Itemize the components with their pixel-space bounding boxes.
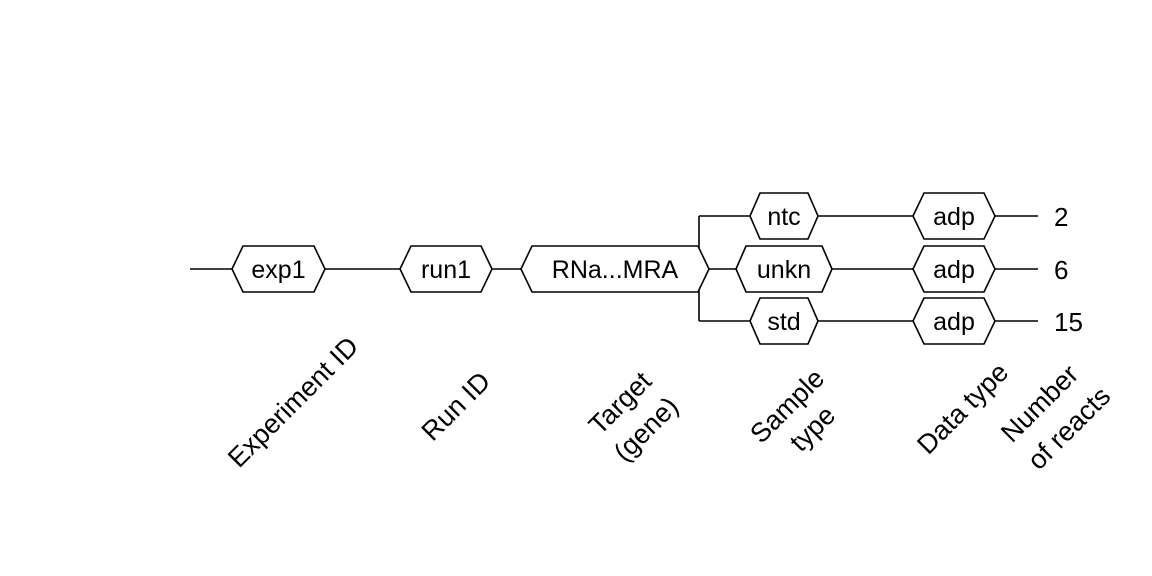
node-sample-ntc-label: ntc <box>767 203 800 231</box>
node-datatype-3: adp <box>912 297 996 345</box>
node-datatype-2: adp <box>912 245 996 293</box>
column-label-run-id: Run ID <box>416 366 497 447</box>
column-label-target: Target (gene) <box>583 366 684 468</box>
node-datatype-3-label: adp <box>933 308 975 336</box>
node-experiment-label: exp1 <box>251 256 305 284</box>
column-label-num-reacts: Number of reacts <box>995 359 1116 475</box>
column-label-sample-type: Sample type <box>744 363 841 457</box>
node-run-label: run1 <box>421 256 471 284</box>
node-target-label: RNa...MRA <box>552 256 679 284</box>
node-datatype-2-label: adp <box>933 256 975 284</box>
node-datatype-1-label: adp <box>933 203 975 231</box>
count-std: 15 <box>1054 307 1083 337</box>
node-target: RNa...MRA <box>520 245 710 293</box>
count-unkn: 6 <box>1054 255 1068 285</box>
column-label-experiment-id: Experiment ID <box>222 331 364 473</box>
count-ntc: 2 <box>1054 202 1068 232</box>
node-sample-ntc: ntc <box>749 192 819 240</box>
node-sample-unkn: unkn <box>735 245 833 293</box>
node-sample-std-label: std <box>767 308 800 336</box>
node-datatype-1: adp <box>912 192 996 240</box>
column-label-data-type: Data type <box>911 357 1014 460</box>
node-run: run1 <box>399 245 493 293</box>
node-sample-unkn-label: unkn <box>757 256 811 284</box>
node-sample-std: std <box>749 297 819 345</box>
node-experiment: exp1 <box>231 245 326 293</box>
